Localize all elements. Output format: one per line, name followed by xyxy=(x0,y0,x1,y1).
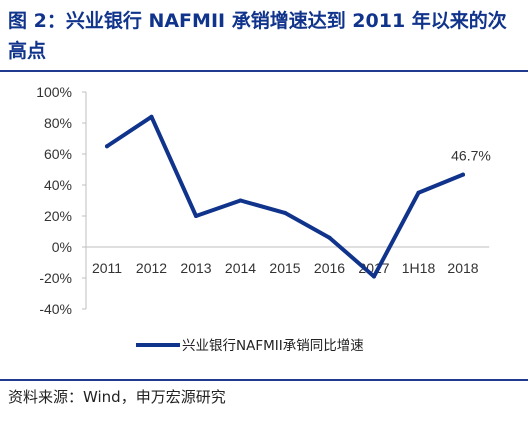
data-point xyxy=(149,114,154,119)
footer-divider xyxy=(0,379,528,381)
x-tick-label: 2015 xyxy=(269,260,300,276)
data-point xyxy=(105,144,109,149)
y-tick-label: 40% xyxy=(44,177,72,193)
data-point xyxy=(461,172,465,177)
y-tick-label: 80% xyxy=(44,115,72,131)
data-point xyxy=(416,190,421,195)
title-divider xyxy=(0,70,528,72)
x-tick-label: 2018 xyxy=(447,260,478,276)
x-tick-label: 1H18 xyxy=(402,260,436,276)
legend: 兴业银行NAFMII承销同比增速 xyxy=(136,338,364,354)
y-tick-label: -20% xyxy=(39,270,72,286)
chart-title: 图 2：兴业银行 NAFMII 承销增速达到 2011 年以来的次高点 xyxy=(8,10,507,62)
x-tick-label: 2012 xyxy=(136,260,167,276)
data-point xyxy=(327,235,332,240)
x-tick-label: 2014 xyxy=(225,260,256,276)
y-tick-label: 0% xyxy=(52,239,72,255)
data-label: 46.7% xyxy=(451,148,491,164)
line-chart: 100% 80% 60% 40% 20% 0% -20% -40% 2011 2012 2013 2… xyxy=(36,84,491,354)
x-tick-label: 2016 xyxy=(314,260,345,276)
source-note: 资料来源：Wind，申万宏源研究 xyxy=(8,388,226,406)
x-tick-label: 2011 xyxy=(92,260,122,276)
y-tick-label: -40% xyxy=(39,301,72,317)
data-point xyxy=(283,210,287,215)
data-point xyxy=(238,198,243,203)
y-tick-label: 20% xyxy=(44,208,72,224)
series-line xyxy=(105,114,465,279)
y-tick-label: 60% xyxy=(44,146,72,162)
y-tick-label: 100% xyxy=(36,84,72,100)
data-point xyxy=(372,274,376,279)
data-point xyxy=(194,214,198,218)
x-tick-label: 2013 xyxy=(180,260,211,276)
legend-label: 兴业银行NAFMII承销同比增速 xyxy=(182,338,364,354)
